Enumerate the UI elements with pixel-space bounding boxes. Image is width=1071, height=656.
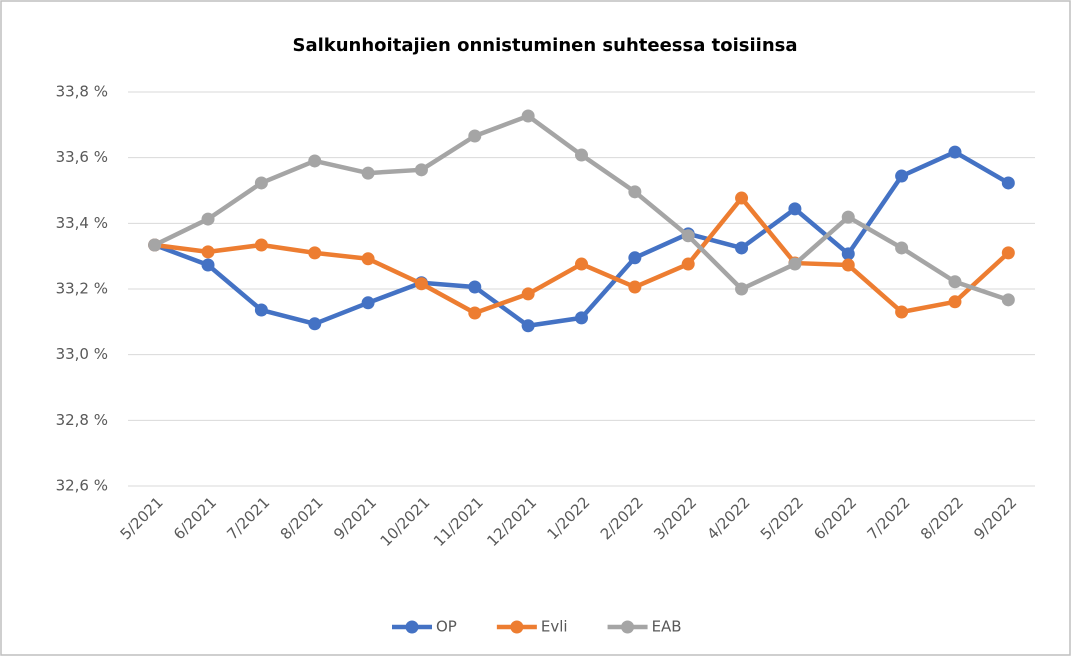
point bbox=[681, 229, 695, 243]
point bbox=[254, 176, 268, 190]
point bbox=[948, 275, 962, 289]
point bbox=[1001, 176, 1015, 190]
point bbox=[521, 109, 535, 123]
point bbox=[361, 166, 375, 180]
point bbox=[788, 257, 802, 271]
point bbox=[521, 319, 535, 333]
legend-label: OP bbox=[436, 618, 457, 636]
point bbox=[1001, 246, 1015, 260]
point bbox=[841, 258, 855, 272]
point bbox=[788, 202, 802, 216]
point bbox=[361, 252, 375, 266]
point bbox=[254, 238, 268, 252]
y-tick-label: 33,0 % bbox=[56, 345, 108, 363]
point bbox=[308, 317, 322, 331]
y-tick-label: 33,4 % bbox=[56, 214, 108, 232]
point bbox=[468, 306, 482, 320]
legend-marker bbox=[621, 620, 635, 634]
point bbox=[308, 246, 322, 260]
chart-title: Salkunhoitajien onnistuminen suhteessa t… bbox=[292, 35, 797, 56]
point bbox=[735, 191, 749, 205]
point bbox=[201, 212, 215, 226]
legend-label: EAB bbox=[652, 618, 682, 636]
y-tick-label: 33,8 % bbox=[56, 83, 108, 101]
point bbox=[575, 311, 588, 325]
point bbox=[1001, 293, 1015, 307]
point bbox=[414, 277, 428, 291]
point bbox=[468, 280, 482, 294]
point bbox=[575, 148, 588, 162]
point bbox=[361, 296, 375, 310]
legend-marker bbox=[405, 620, 419, 634]
point bbox=[948, 295, 962, 309]
point bbox=[308, 154, 322, 168]
y-tick-label: 32,8 % bbox=[56, 411, 108, 429]
point bbox=[735, 241, 749, 255]
point bbox=[895, 241, 909, 255]
point bbox=[414, 163, 428, 177]
point bbox=[895, 305, 909, 319]
point bbox=[521, 287, 535, 301]
y-tick-label: 33,2 % bbox=[56, 280, 108, 298]
point bbox=[468, 129, 482, 143]
y-tick-label: 32,6 % bbox=[56, 477, 108, 495]
y-tick-label: 33,6 % bbox=[56, 148, 108, 166]
point bbox=[254, 303, 268, 317]
point bbox=[201, 258, 215, 272]
point bbox=[681, 257, 695, 271]
point bbox=[575, 257, 588, 271]
legend-marker bbox=[510, 620, 524, 634]
point bbox=[148, 238, 162, 252]
point bbox=[948, 145, 962, 159]
point bbox=[628, 251, 642, 265]
point bbox=[628, 185, 642, 199]
point bbox=[735, 282, 749, 296]
legend-label: Evli bbox=[541, 618, 568, 636]
point bbox=[841, 210, 855, 224]
point bbox=[628, 280, 642, 294]
point bbox=[895, 169, 909, 183]
point bbox=[841, 247, 855, 261]
point bbox=[201, 245, 215, 259]
